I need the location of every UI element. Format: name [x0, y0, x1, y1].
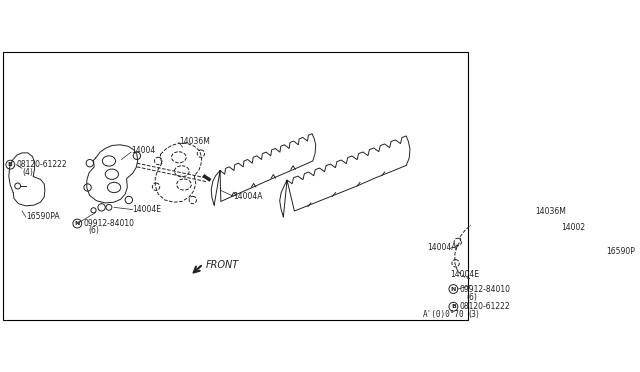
Text: 09912-84010: 09912-84010: [83, 219, 134, 228]
Text: 14004: 14004: [131, 146, 156, 155]
Text: 14004A: 14004A: [427, 243, 456, 252]
Text: (3): (3): [468, 310, 479, 319]
Text: 16590PA: 16590PA: [26, 212, 60, 221]
Text: 14004E: 14004E: [451, 270, 479, 279]
Text: B: B: [451, 304, 456, 309]
Text: A'(0)0°70: A'(0)0°70: [423, 310, 465, 318]
Text: 09912-84010: 09912-84010: [460, 285, 510, 294]
Text: (6): (6): [467, 293, 477, 302]
Text: 14036M: 14036M: [179, 137, 210, 145]
Text: (4): (4): [22, 167, 33, 177]
Text: 14004E: 14004E: [132, 205, 161, 214]
Text: N: N: [451, 286, 456, 292]
Text: 14004A: 14004A: [234, 192, 263, 201]
Text: 08120-61222: 08120-61222: [16, 160, 67, 169]
Text: (6): (6): [88, 227, 99, 235]
Text: 08120-61222: 08120-61222: [460, 302, 510, 311]
Text: N: N: [75, 221, 80, 226]
Text: 14002: 14002: [561, 224, 585, 232]
Text: FRONT: FRONT: [206, 260, 239, 270]
Text: 16590P: 16590P: [607, 247, 636, 256]
Text: 14036M: 14036M: [535, 206, 566, 215]
Text: B: B: [8, 162, 13, 167]
